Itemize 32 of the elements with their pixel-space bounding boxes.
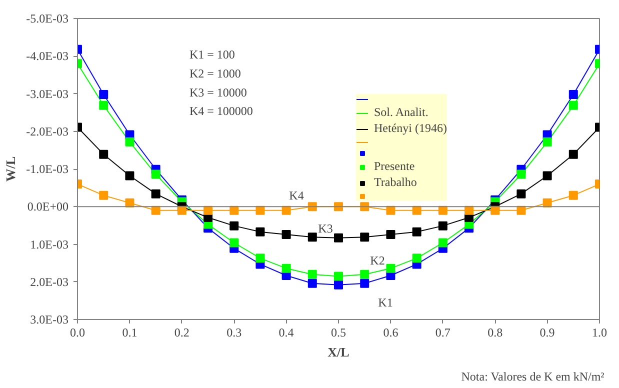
- x-tick-label: 0.8: [488, 326, 503, 340]
- x-tick-label: 0.9: [540, 326, 555, 340]
- x-tick-label: 0.0: [70, 326, 85, 340]
- x-tick-label: 0.7: [435, 326, 450, 340]
- legend-label: Presente: [374, 159, 415, 174]
- annotation: K3: [318, 222, 333, 236]
- y-axis-title: W/L: [3, 156, 18, 182]
- annotation: K4: [289, 188, 304, 202]
- x-tick-label: 1.0: [592, 326, 607, 340]
- text: Nota: Valores de K em kN/m²: [461, 370, 605, 384]
- y-tick-label: -4.0E-03: [26, 49, 69, 64]
- y-tick-label: 3.0E-03: [30, 312, 68, 326]
- legend-label: Trabalho: [374, 175, 417, 190]
- y-tick-label: -3.0E-03: [26, 86, 69, 101]
- annotation: K1: [378, 296, 393, 310]
- x-tick-label: 0.6: [383, 326, 398, 340]
- y-tick-label: 2.0E-03: [30, 274, 68, 289]
- legend-label: Sol. Analit.: [374, 105, 428, 120]
- y-tick-label: -1.0E-03: [26, 162, 69, 176]
- annotation: K1 = 100 K2 = 1000 K3 = 10000 K4 = 100000: [190, 48, 253, 118]
- y-tick-label: -2.0E-03: [26, 124, 69, 138]
- x-tick-label: 0.5: [331, 326, 346, 340]
- x-tick-label: 0.4: [278, 326, 294, 340]
- annotation: K2: [370, 254, 385, 268]
- legend-label: Hetényi (1946): [374, 121, 447, 136]
- x-tick-label: 0.3: [226, 326, 242, 340]
- y-tick-label: -5.0E-03: [26, 12, 69, 26]
- y-tick-label: 1.0E-03: [30, 237, 68, 252]
- x-tick-label: 0.1: [122, 326, 138, 340]
- x-axis-title: X/L: [328, 344, 350, 360]
- y-tick-label: 0.0E+00: [27, 200, 69, 214]
- x-tick-label: 0.2: [174, 326, 190, 340]
